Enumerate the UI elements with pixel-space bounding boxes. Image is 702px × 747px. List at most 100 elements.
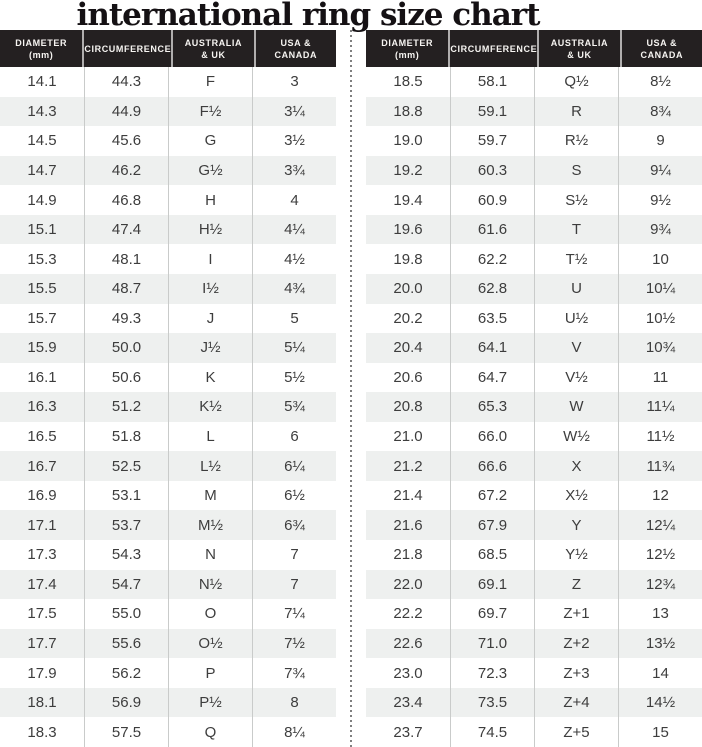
- table-cell: K: [168, 362, 252, 393]
- table-cell: 20.4: [393, 339, 423, 357]
- table-cell: 8½: [618, 67, 702, 97]
- table-cell: 16.5: [27, 428, 57, 446]
- table-cell: 58.1: [450, 67, 534, 97]
- table-cell: 20.8: [393, 398, 423, 416]
- table-row: 16.7 52.5 L½ 6¼: [0, 451, 336, 481]
- table-cell: 55.0: [84, 599, 168, 629]
- table-cell: 54.7: [84, 569, 168, 600]
- table-cell: 56.9: [84, 687, 168, 718]
- table-cell: O½: [168, 628, 252, 659]
- table-cell: 46.2: [84, 155, 168, 186]
- column-header-line: USA &: [646, 37, 678, 48]
- table-cell: J: [168, 303, 252, 334]
- table-cell: 18.8: [393, 102, 423, 120]
- table-cell: 23.7: [393, 723, 423, 741]
- table-cell: 21.2: [393, 457, 423, 475]
- table-cell: 64.7: [450, 362, 534, 393]
- column-header-diameter: DIAMETER (mm): [0, 30, 82, 67]
- table-cell: 15: [618, 717, 702, 747]
- table-cell: 17.5: [27, 605, 57, 623]
- table-cell: G: [168, 126, 252, 156]
- table-cell: 14.9: [27, 191, 57, 209]
- table-cell: U: [534, 273, 618, 304]
- dotted-line: [350, 30, 352, 747]
- table-cell: 62.2: [450, 244, 534, 274]
- table-row: 19.6 61.6 T 9¾: [366, 214, 702, 245]
- table-cell: 15.7: [27, 309, 57, 327]
- table-cell: 5¼: [252, 333, 336, 363]
- table-cell: Z+3: [534, 658, 618, 688]
- table-cell: 60.3: [450, 155, 534, 186]
- table-row: 23.7 74.5 Z+5 15: [366, 717, 702, 747]
- table-cell: T½: [534, 244, 618, 274]
- table-cell: 22.2: [393, 605, 423, 623]
- table-cell: 4¼: [252, 214, 336, 245]
- table-cell: F½: [168, 96, 252, 127]
- table-row: 21.4 67.2 X½ 12: [366, 480, 702, 511]
- column-header-circumference: CIRCUMFERENCE: [82, 30, 171, 67]
- table-cell: 20.2: [393, 309, 423, 327]
- table-cell: 67.2: [450, 480, 534, 511]
- ring-size-table-right: DIAMETER (mm) CIRCUMFERENCE AUSTRALIA & …: [366, 30, 702, 747]
- table-cell: 17.7: [27, 634, 57, 652]
- table-cell: S½: [534, 185, 618, 215]
- table-cell: 7½: [252, 628, 336, 659]
- column-header-usa-canada: USA & CANADA: [253, 30, 336, 67]
- table-row: 19.4 60.9 S½ 9½: [366, 185, 702, 215]
- table-cell: 13½: [618, 628, 702, 659]
- table-cell: 22.6: [393, 634, 423, 652]
- table-cell: 7: [252, 569, 336, 600]
- table-cell: Q½: [534, 67, 618, 97]
- table-cell: 11½: [618, 421, 702, 452]
- table-header-left: DIAMETER (mm) CIRCUMFERENCE AUSTRALIA & …: [0, 30, 336, 67]
- table-cell: 16.7: [27, 457, 57, 475]
- table-row: 17.7 55.6 O½ 7½: [0, 628, 336, 659]
- table-row: 21.2 66.6 X 11¾: [366, 451, 702, 481]
- table-cell: 3¼: [252, 96, 336, 127]
- table-cell: 62.8: [450, 273, 534, 304]
- table-cell: 54.3: [84, 540, 168, 570]
- table-cell: 19.2: [393, 161, 423, 179]
- table-cell: 15.5: [27, 280, 57, 298]
- table-cell: R½: [534, 126, 618, 156]
- table-cell: 73.5: [450, 687, 534, 718]
- table-cell: 48.1: [84, 244, 168, 274]
- table-cell: 65.3: [450, 392, 534, 422]
- table-cell: 67.9: [450, 510, 534, 540]
- table-cell: 3: [252, 67, 336, 97]
- table-row: 14.9 46.8 H 4: [0, 185, 336, 215]
- table-cell: 9: [618, 126, 702, 156]
- table-row: 17.1 53.7 M½ 6¾: [0, 510, 336, 540]
- table-cell: 19.8: [393, 250, 423, 268]
- table-cell: 5¾: [252, 392, 336, 422]
- table-cell: 21.4: [393, 487, 423, 505]
- column-header-line: & UK: [201, 49, 226, 60]
- table-cell: 61.6: [450, 214, 534, 245]
- table-row: 19.0 59.7 R½ 9: [366, 126, 702, 156]
- table-cell: G½: [168, 155, 252, 186]
- table-cell: 23.0: [393, 664, 423, 682]
- table-cell: 16.3: [27, 398, 57, 416]
- table-cell: W½: [534, 421, 618, 452]
- table-row: 17.3 54.3 N 7: [0, 540, 336, 570]
- table-cell: 63.5: [450, 303, 534, 334]
- column-header-line: CANADA: [640, 49, 684, 60]
- table-row: 22.2 69.7 Z+1 13: [366, 599, 702, 629]
- table-cell: 13: [618, 599, 702, 629]
- column-header-line: USA &: [280, 37, 312, 48]
- table-cell: 14: [618, 658, 702, 688]
- table-cell: Y½: [534, 540, 618, 570]
- table-cell: 4¾: [252, 273, 336, 304]
- table-row: 14.7 46.2 G½ 3¾: [0, 155, 336, 186]
- table-cell: V: [534, 333, 618, 363]
- table-cell: 20.0: [393, 280, 423, 298]
- column-header-line: & UK: [567, 49, 592, 60]
- table-cell: 15.3: [27, 250, 57, 268]
- table-cell: 53.1: [84, 480, 168, 511]
- table-cell: 47.4: [84, 214, 168, 245]
- table-cell: 64.1: [450, 333, 534, 363]
- table-cell: 8¼: [252, 717, 336, 747]
- table-cell: S: [534, 155, 618, 186]
- table-cell: 21.6: [393, 516, 423, 534]
- table-cell: O: [168, 599, 252, 629]
